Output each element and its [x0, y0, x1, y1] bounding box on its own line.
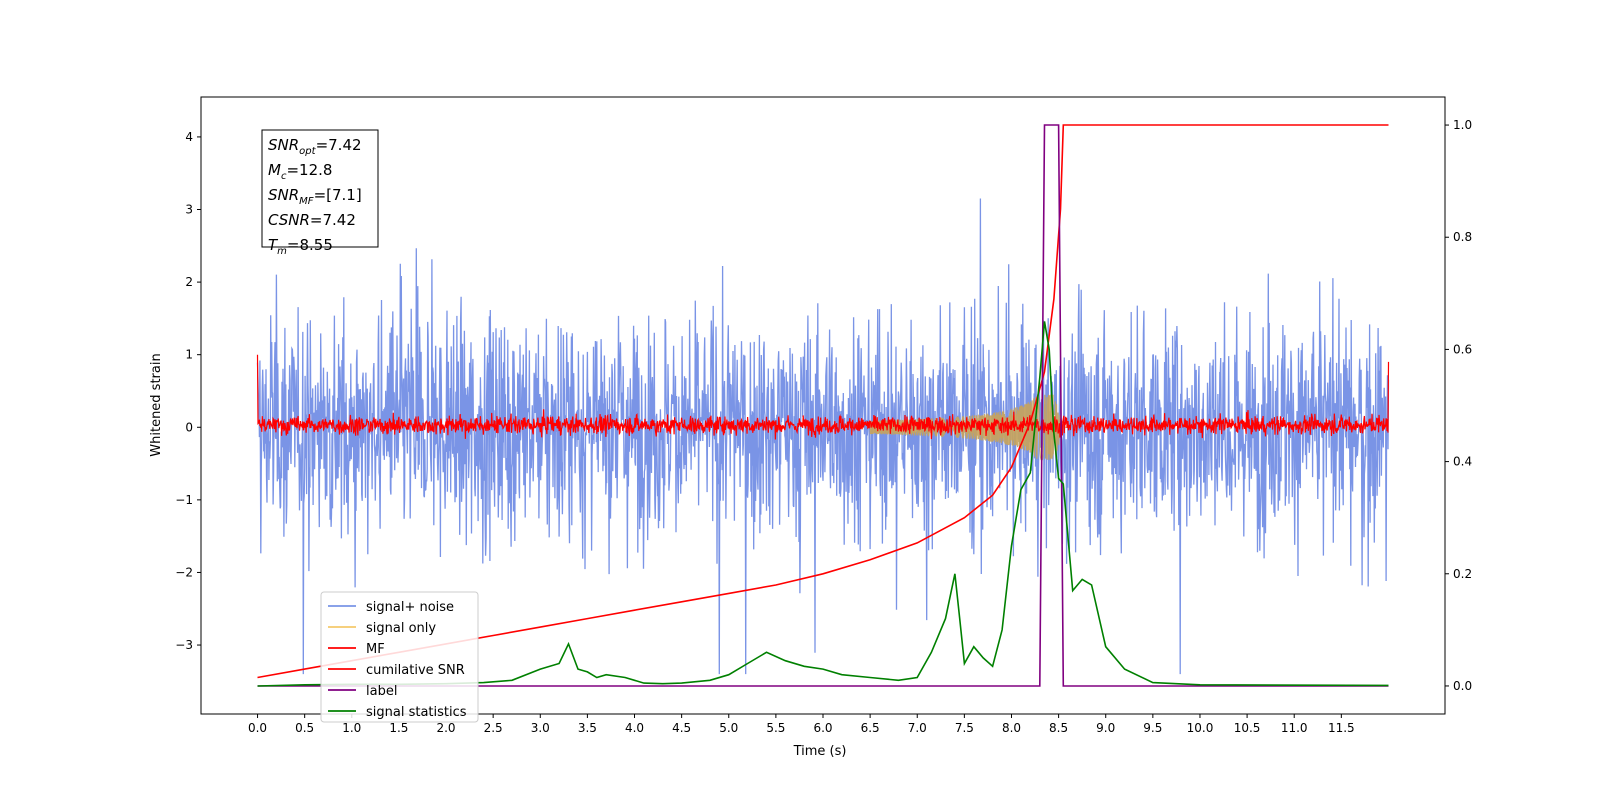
- y-tick-label-left: 2: [185, 275, 193, 289]
- legend-label: MF: [366, 642, 385, 657]
- x-tick-label: 2.5: [484, 721, 503, 735]
- x-tick-label: 5.0: [719, 721, 738, 735]
- x-tick-label: 11.5: [1328, 721, 1355, 735]
- series-mf: [256, 354, 1390, 440]
- legend-label: signal statistics: [366, 705, 467, 720]
- x-tick-label: 2.0: [436, 721, 455, 735]
- y-tick-label-right: 0.4: [1453, 455, 1472, 469]
- x-tick-label: 6.5: [861, 721, 880, 735]
- y-tick-label-left: −1: [175, 493, 193, 507]
- x-tick-label: 3.0: [531, 721, 550, 735]
- x-tick-label: 1.5: [389, 721, 408, 735]
- x-tick-label: 1.0: [342, 721, 361, 735]
- y-tick-label-left: 4: [185, 130, 193, 144]
- y-tick-label-left: 0: [185, 420, 193, 434]
- y-tick-label-left: −2: [175, 565, 193, 579]
- annotation-line: Tm=8.55: [268, 236, 333, 257]
- x-tick-label: 9.0: [1096, 721, 1115, 735]
- x-tick-label: 5.5: [766, 721, 785, 735]
- x-axis-label: Time (s): [793, 744, 847, 759]
- annotation-line: SNRopt=7.42: [268, 136, 362, 157]
- x-tick-label: 6.0: [813, 721, 832, 735]
- legend: signal+ noise signal only MF cumilative SNR…: [320, 591, 479, 723]
- x-tick-label: 10.5: [1234, 721, 1261, 735]
- x-tick-label: 7.0: [908, 721, 927, 735]
- series-signal-statistics: [257, 321, 1389, 687]
- y-tick-label-right: 0.0: [1453, 679, 1472, 693]
- x-tick-label: 0.5: [295, 721, 314, 735]
- legend-label: signal only: [366, 621, 436, 636]
- y-tick-label-left: 3: [185, 203, 193, 217]
- y-tick-label-right: 0.6: [1453, 342, 1472, 356]
- series-label: [257, 124, 1389, 687]
- x-tick-label: 3.5: [578, 721, 597, 735]
- y-tick-label-left: −3: [175, 638, 193, 652]
- y-tick-label-right: 1.0: [1453, 118, 1472, 132]
- x-tick-label: 8.5: [1049, 721, 1068, 735]
- x-tick-label: 10.0: [1187, 721, 1214, 735]
- y-tick-label-right: 0.2: [1453, 567, 1472, 581]
- x-tick-label: 7.5: [955, 721, 974, 735]
- annotation-line: CSNR=7.42: [268, 211, 356, 229]
- annotation-box: SNRopt=7.42 Mc=12.8 SNRMF=[7.1] CSNR=7.42 Tm…: [261, 129, 379, 257]
- y-axis-label: Whitened strain: [149, 353, 164, 456]
- annotation-line: Mc=12.8: [268, 161, 332, 182]
- x-tick-label: 8.0: [1002, 721, 1021, 735]
- legend-label: label: [366, 684, 397, 699]
- legend-label: signal+ noise: [366, 600, 454, 615]
- annotation-line: SNRMF=[7.1]: [268, 186, 362, 207]
- x-tick-label: 4.0: [625, 721, 644, 735]
- x-tick-label: 0.0: [248, 721, 267, 735]
- x-tick-label: 11.0: [1281, 721, 1308, 735]
- x-tick-label: 9.5: [1143, 721, 1162, 735]
- y-tick-label-left: 1: [185, 348, 193, 362]
- y-tick-label-right: 0.8: [1453, 230, 1472, 244]
- legend-label: cumilative SNR: [366, 663, 465, 678]
- x-tick-label: 4.5: [672, 721, 691, 735]
